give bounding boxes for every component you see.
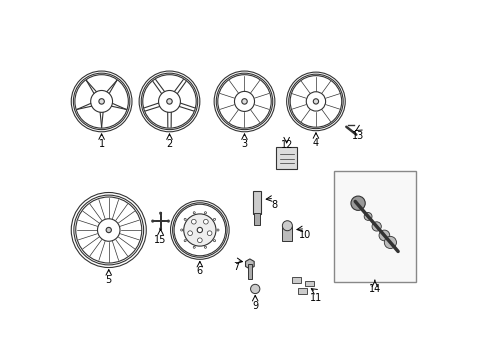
Circle shape [193,246,195,248]
Bar [282,226,292,242]
FancyBboxPatch shape [333,171,415,282]
Circle shape [187,231,192,235]
Text: 1: 1 [99,139,104,149]
Polygon shape [245,259,254,269]
FancyBboxPatch shape [275,147,296,169]
Text: 5: 5 [105,275,112,285]
Circle shape [204,212,206,214]
Text: 11: 11 [309,293,322,303]
Circle shape [184,218,186,220]
Text: 8: 8 [270,200,277,210]
Circle shape [250,284,259,294]
Circle shape [203,219,208,224]
Circle shape [184,240,186,242]
Text: 6: 6 [196,266,203,276]
Circle shape [180,229,183,231]
Bar [291,277,300,283]
Circle shape [166,99,172,104]
Circle shape [364,212,371,220]
Circle shape [378,230,389,241]
Bar [305,281,313,287]
Text: 14: 14 [368,284,380,294]
Circle shape [167,220,169,222]
Circle shape [371,222,381,231]
Circle shape [159,212,162,215]
Text: 10: 10 [299,230,311,240]
Text: 9: 9 [252,301,258,311]
Text: 13: 13 [351,131,364,141]
Circle shape [217,229,219,231]
Circle shape [384,237,396,248]
Text: 12: 12 [280,140,292,150]
Circle shape [183,214,216,246]
Circle shape [213,218,215,220]
Text: 15: 15 [154,235,166,245]
Circle shape [197,228,202,233]
Circle shape [106,228,111,233]
Circle shape [193,212,195,214]
Circle shape [207,231,211,235]
Circle shape [282,221,292,231]
Text: 4: 4 [312,138,318,148]
Circle shape [204,246,206,248]
Circle shape [313,99,318,104]
Text: 3: 3 [241,139,247,149]
Bar [254,213,259,225]
Circle shape [191,219,196,224]
Circle shape [350,196,365,210]
Text: 7: 7 [233,262,239,272]
Circle shape [213,240,215,242]
Bar [247,264,251,279]
Circle shape [241,99,247,104]
Bar [298,288,306,294]
Text: 2: 2 [166,139,172,149]
Circle shape [197,238,202,243]
Circle shape [159,228,162,230]
Bar [252,191,261,214]
Circle shape [151,220,154,222]
Circle shape [99,99,104,104]
